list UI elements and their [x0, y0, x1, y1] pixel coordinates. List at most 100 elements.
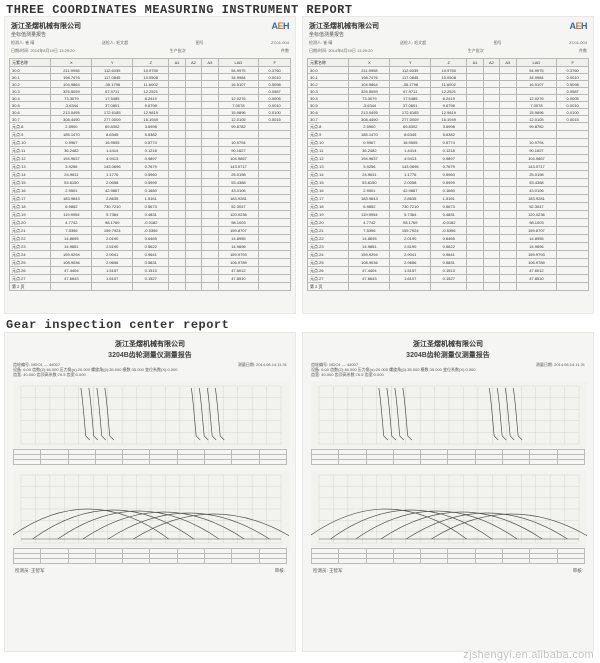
table-row: 元点.24159.92942.90410.9641159.9793 [308, 251, 589, 259]
table-row: 元点.100.996716.95050.577410.9794 [10, 139, 291, 147]
cmm-title: THREE COORDINATES MEASURING INSTRUMENT R… [6, 3, 353, 17]
table-row: 30.1198.7476117.084510.050834.99840.0010 [10, 74, 291, 81]
lead-chart [13, 471, 289, 547]
gear-report-left: 浙江圣熠机械有限公司3204B齿轮测量仪测量报告齿轮编号: MDO1 — 4#0… [4, 332, 296, 652]
col-header: LAD [516, 59, 557, 67]
table-row: 元点.17183.98432.86351.5161183.9281 [308, 195, 589, 203]
table-row: 元点.217.5396159.7924-0.5396159.8707 [10, 227, 291, 235]
chart-meta-table [13, 449, 287, 465]
table-row: 30.2104.9864-35.179611.600216.51070.5098 [308, 81, 589, 88]
table-row: 元点.204.774298.1769-0.018298.1003 [308, 219, 589, 227]
gear-company-cn: 浙江圣熠机械有限公司 [9, 339, 291, 349]
col-header: A3 [202, 59, 218, 67]
table-row: 元点.24159.92942.90410.9641159.9793 [10, 251, 291, 259]
table-row: 元点.1424.96111.17760.596025.0198 [10, 171, 291, 179]
col-header: A2 [185, 59, 201, 67]
table-row: 元点.2314.98512.51900.562214.9696 [308, 243, 589, 251]
table-row: 元点.2214.86952.01900.646514.8955 [10, 235, 291, 243]
table-row: 元点.186.9852730.72100.567352.3047 [10, 203, 291, 211]
table-row: 元点.186.9852730.72100.567352.3047 [308, 203, 589, 211]
company-cn: 浙江圣熠机械有限公司 [11, 21, 81, 31]
col-header: 元素名称 [308, 59, 349, 67]
profile-chart [13, 382, 289, 448]
gear-company-cn: 浙江圣熠机械有限公司 [307, 339, 589, 349]
table-row: 30.5-3.634437.08019.67987.00780.0010 [308, 102, 589, 109]
col-header: A1 [169, 59, 185, 67]
company-cn: 浙江圣熠机械有限公司 [309, 21, 379, 31]
table-row: 30.1198.7476117.084510.050834.99840.0010 [308, 74, 589, 81]
table-row: 30.0211.9998112.603910.975054.99750.3760 [308, 67, 589, 74]
meta-row-2: 日期/时间: 2014年8月19日 13:29:20生产批次件数 [5, 48, 295, 56]
measurement-table: 元素名称XYZA1A2A3LADF30.0211.9998112.603910.… [9, 58, 291, 291]
table-row: 30.7308.4490277.000916.194912.01050.0015 [10, 116, 291, 123]
table-row: 元点.133.9256143.06960.7679143.0717 [10, 163, 291, 171]
meta-row-1: 检测人: 崔 晴送检人: 毛文超图号ZC01-004 [303, 40, 593, 48]
table-row: 30.6213.0495172.618512.981915.98960.0100 [10, 109, 291, 116]
col-header: Z [431, 59, 467, 67]
gear-title: Gear inspection center report [6, 318, 229, 332]
col-header: A1 [467, 59, 483, 67]
col-header: Y [92, 59, 133, 67]
table-row: 元点.100.996716.95050.577410.9794 [308, 139, 589, 147]
table-row: 元点.2647.44041.51570.151347.6012 [10, 267, 291, 275]
logo: AEH [569, 21, 587, 31]
gear-footer: 检测员: 王智军审核: [303, 566, 593, 576]
table-row: 元点.12194.96374.94130.9897104.9867 [308, 155, 589, 163]
chart-area [13, 382, 287, 564]
table-row: 元点.82.590069.83023.699899.8782 [10, 123, 291, 131]
table-row: 元点.2747.66431.61070.152747.8510 [10, 275, 291, 283]
chart-meta-table [311, 548, 585, 564]
table-row: 元点.19119.99545.73640.4831120.0236 [10, 211, 291, 219]
table-row: 元点.162.950142.98670.168043.0106 [10, 187, 291, 195]
chart-area [311, 382, 585, 564]
table-row: 元点.1553.61502.00580.599953.4368 [10, 179, 291, 187]
col-header: F [557, 59, 589, 67]
subtitle-cn: 坐标值测量报告 [309, 31, 379, 38]
cmm-report-right: 浙江圣熠机械有限公司坐标值测量报告 AEH 检测人: 崔 晴送检人: 毛文超图号ZC… [302, 16, 594, 314]
table-row: 元点.2647.44041.51570.151347.6012 [308, 267, 589, 275]
cmm-report-left: 浙江圣熠机械有限公司坐标值测量报告 AEH 检测人: 崔 晴送检人: 毛文超图号ZC… [4, 16, 296, 314]
table-row: 第 2 页 [10, 283, 291, 291]
table-row: 元点.9185.14708.63455.6382 [308, 131, 589, 139]
table-row: 30.3325.505967.971112.25210.0587 [308, 88, 589, 95]
table-row: 元点.25108.90362.96560.5831106.9789 [10, 259, 291, 267]
table-row: 元点.2747.66431.61070.152747.8510 [308, 275, 589, 283]
col-header: X [51, 59, 92, 67]
meta-row-2: 日期/时间: 2014年8月19日 13:29:20生产批次件数 [303, 48, 593, 56]
lead-chart [311, 471, 587, 547]
col-header: A3 [500, 59, 516, 67]
table-row: 30.3325.505967.971112.25210.0587 [10, 88, 291, 95]
table-row: 元点.17183.98432.86351.5161183.9281 [10, 195, 291, 203]
meta-row-1: 检测人: 崔 晴送检人: 毛文超图号ZC01-004 [5, 40, 295, 48]
gear-title-cn: 3204B齿轮测量仪测量报告 [9, 350, 291, 360]
gear-meta: 齿轮编号: MDO1 — 4#007测量日期: 2014.08.14.11.31… [5, 362, 295, 380]
table-row: 元点.25108.90362.96560.5831106.9789 [308, 259, 589, 267]
watermark: zjshengyi.en.alibaba.com [463, 649, 594, 661]
table-row: 元点.2214.86952.01900.646514.8955 [308, 235, 589, 243]
col-header: Z [133, 59, 169, 67]
col-header: A2 [483, 59, 499, 67]
table-row: 30.473.307917.54858.241912.02760.0005 [308, 95, 589, 102]
table-row: 元点.1424.96111.17760.596025.0198 [308, 171, 589, 179]
table-row: 30.6213.0495172.618512.981915.98960.0100 [308, 109, 589, 116]
col-header: X [349, 59, 390, 67]
table-row: 元点.2314.98512.51900.562214.9696 [10, 243, 291, 251]
table-row: 元点.19119.99545.73640.4831120.0236 [308, 211, 589, 219]
gear-footer: 检测员: 王智军审核: [5, 566, 295, 576]
table-row: 30.2104.9864-35.179611.600216.51070.5098 [10, 81, 291, 88]
table-row: 30.5-3.634437.08019.67987.00780.0010 [10, 102, 291, 109]
measurement-table: 元素名称XYZA1A2A3LADF30.0211.9998112.603910.… [307, 58, 589, 291]
table-row: 元点.162.950142.98670.168043.0106 [308, 187, 589, 195]
profile-chart [311, 382, 587, 448]
gear-title-cn: 3204B齿轮测量仪测量报告 [307, 350, 589, 360]
table-row: 30.473.307917.54858.241912.02760.0005 [10, 95, 291, 102]
chart-meta-table [311, 449, 585, 465]
subtitle-cn: 坐标值测量报告 [11, 31, 81, 38]
chart-meta-table [13, 548, 287, 564]
col-header: Y [390, 59, 431, 67]
table-row: 元点.1136.24821.44140.121890.1627 [308, 147, 589, 155]
table-row: 第 2 页 [308, 283, 589, 291]
table-row: 元点.12194.96374.94130.9897104.9867 [10, 155, 291, 163]
logo: AEH [271, 21, 289, 31]
table-row: 元点.1553.61502.00580.599953.4368 [308, 179, 589, 187]
